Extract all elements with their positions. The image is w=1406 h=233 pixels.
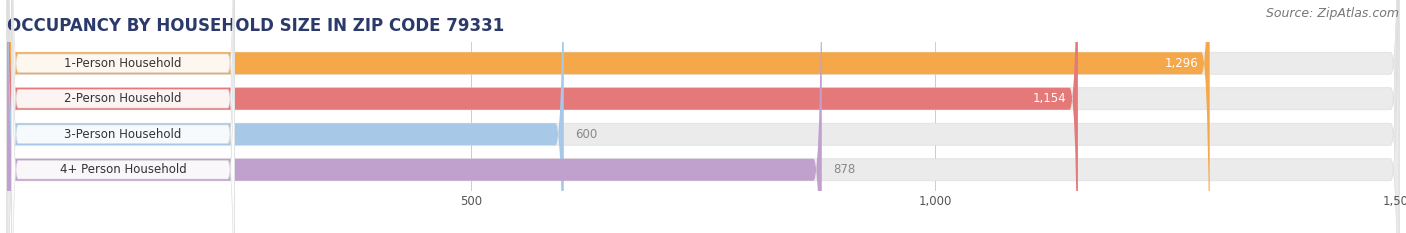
Text: 1-Person Household: 1-Person Household <box>65 57 181 70</box>
Text: 600: 600 <box>575 128 598 141</box>
Text: 3-Person Household: 3-Person Household <box>65 128 181 141</box>
FancyBboxPatch shape <box>11 0 235 233</box>
Text: 1,296: 1,296 <box>1164 57 1198 70</box>
FancyBboxPatch shape <box>11 0 235 233</box>
FancyBboxPatch shape <box>7 0 1078 233</box>
FancyBboxPatch shape <box>7 0 1399 233</box>
FancyBboxPatch shape <box>7 0 1399 233</box>
Text: 2-Person Household: 2-Person Household <box>65 92 181 105</box>
Text: 878: 878 <box>832 163 855 176</box>
Text: 4+ Person Household: 4+ Person Household <box>59 163 187 176</box>
FancyBboxPatch shape <box>7 0 1209 233</box>
FancyBboxPatch shape <box>11 0 235 233</box>
FancyBboxPatch shape <box>7 0 821 233</box>
FancyBboxPatch shape <box>7 0 564 233</box>
Text: OCCUPANCY BY HOUSEHOLD SIZE IN ZIP CODE 79331: OCCUPANCY BY HOUSEHOLD SIZE IN ZIP CODE … <box>7 17 505 35</box>
Text: 1,154: 1,154 <box>1033 92 1067 105</box>
FancyBboxPatch shape <box>11 0 235 233</box>
FancyBboxPatch shape <box>7 0 1399 233</box>
FancyBboxPatch shape <box>7 0 1399 233</box>
Text: Source: ZipAtlas.com: Source: ZipAtlas.com <box>1265 7 1399 20</box>
